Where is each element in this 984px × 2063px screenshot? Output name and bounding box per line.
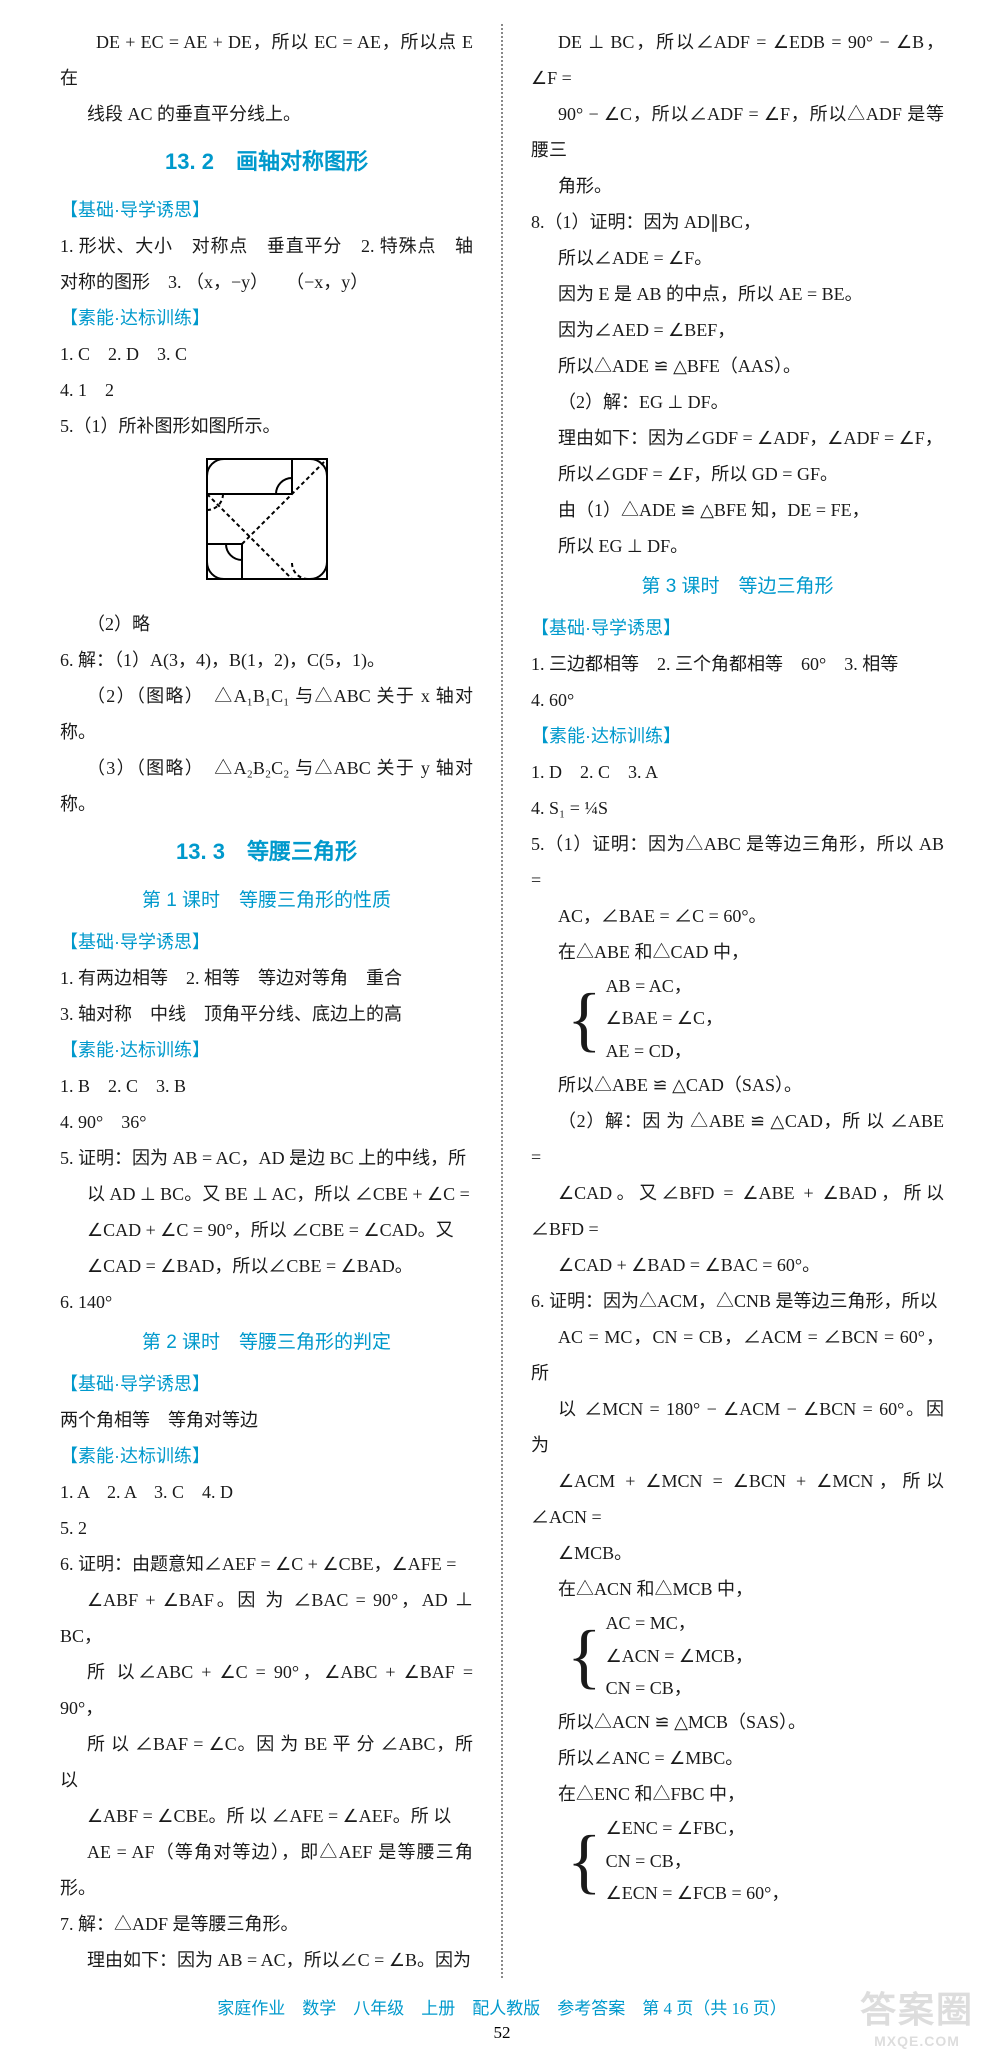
watermark-sub: MXQE.COM bbox=[860, 2033, 974, 2049]
tag-suneng: 【素能·达标训练】 bbox=[60, 1032, 473, 1068]
text: 所 以 ∠BAF = ∠C。因 为 BE 平 分 ∠ABC，所 以 bbox=[60, 1726, 473, 1798]
section-title-132: 13. 2 画轴对称图形 bbox=[60, 140, 473, 184]
text: 4. 90° 36° bbox=[60, 1104, 473, 1140]
text: 1. D 2. C 3. A bbox=[531, 754, 944, 790]
text: 5. 2 bbox=[60, 1510, 473, 1546]
text: ∠ABF + ∠BAF。因 为 ∠BAC = 90°，AD ⊥ BC， bbox=[60, 1582, 473, 1654]
text: ∠MCB。 bbox=[531, 1535, 944, 1571]
text: 因为 E 是 AB 的中点，所以 AE = BE。 bbox=[531, 276, 944, 312]
lesson-1-title: 第 1 课时 等腰三角形的性质 bbox=[60, 882, 473, 920]
text: 1. 形状、大小 对称点 垂直平分 2. 特殊点 轴对称的图形 3. （x，−y… bbox=[60, 228, 473, 300]
text: 在△ACN 和△MCB 中， bbox=[531, 1571, 944, 1607]
text: 所以△ADE ≌ △BFE（AAS）。 bbox=[531, 348, 944, 384]
tag-jichu: 【基础·导学诱思】 bbox=[60, 924, 473, 960]
tag-suneng: 【素能·达标训练】 bbox=[60, 1438, 473, 1474]
text: ∠ACM + ∠MCN = ∠BCN + ∠MCN，所以∠ACN = bbox=[531, 1463, 944, 1535]
text: 线段 AC 的垂直平分线上。 bbox=[60, 96, 473, 132]
text: AE = AF（等角对等边），即△AEF 是等腰三角形。 bbox=[60, 1834, 473, 1906]
text: 所以 EG ⊥ DF。 bbox=[531, 528, 944, 564]
tag-jichu: 【基础·导学诱思】 bbox=[531, 610, 944, 646]
figure-diagram bbox=[60, 454, 473, 596]
watermark-main: 答案圈 bbox=[860, 1989, 974, 2030]
text: AC = MC， bbox=[606, 1607, 753, 1639]
text: ∠BAE = ∠C， bbox=[606, 1002, 723, 1034]
tag-jichu: 【基础·导学诱思】 bbox=[60, 192, 473, 228]
left-column: DE + EC = AE + DE，所以 EC = AE，所以点 E 在 线段 … bbox=[60, 24, 473, 1978]
text: 6. 解：（1）A(3，4)，B(1，2)，C(5，1)。 bbox=[60, 642, 473, 678]
text: （2）解：因 为 △ABE ≌ △CAD，所 以 ∠ABE = bbox=[531, 1103, 944, 1175]
text: 3. 轴对称 中线 顶角平分线、底边上的高 bbox=[60, 996, 473, 1032]
text: AE = CD， bbox=[606, 1035, 723, 1067]
text: 5.（1）所补图形如图所示。 bbox=[60, 408, 473, 444]
text: 所以∠GDF = ∠F，所以 GD = GF。 bbox=[531, 456, 944, 492]
text: 4. 1 2 bbox=[60, 372, 473, 408]
text: AC，∠BAE = ∠C = 60°。 bbox=[531, 898, 944, 934]
text: 在△ENC 和△FBC 中， bbox=[531, 1776, 944, 1812]
text: 所以∠ANC = ∠MBC。 bbox=[531, 1740, 944, 1776]
text: AC = MC，CN = CB，∠ACM = ∠BCN = 60°，所 bbox=[531, 1319, 944, 1391]
text: 所以△ACN ≌ △MCB（SAS）。 bbox=[531, 1704, 944, 1740]
text: 1. B 2. C 3. B bbox=[60, 1068, 473, 1104]
tag-suneng: 【素能·达标训练】 bbox=[531, 718, 944, 754]
text: AB = AC， bbox=[606, 970, 723, 1002]
text: 因为∠AED = ∠BEF， bbox=[531, 312, 944, 348]
text: DE ⊥ BC，所以∠ADF = ∠EDB = 90° − ∠B，∠F = bbox=[531, 24, 944, 96]
text: 5.（1）证明：因为△ABC 是等边三角形，所以 AB = bbox=[531, 826, 944, 898]
text: ∠ENC = ∠FBC， bbox=[606, 1812, 790, 1844]
watermark: 答案圈 MXQE.COM bbox=[860, 1981, 974, 2049]
text: 90° − ∠C，所以∠ADF = ∠F，所以△ADF 是等腰三 bbox=[531, 96, 944, 168]
text: （2）略 bbox=[60, 606, 473, 642]
text: 以 ∠MCN = 180° − ∠ACM − ∠BCN = 60°。因 为 bbox=[531, 1391, 944, 1463]
brace-block: { AC = MC， ∠ACN = ∠MCB， CN = CB， bbox=[567, 1607, 944, 1704]
tag-jichu: 【基础·导学诱思】 bbox=[60, 1366, 473, 1402]
text: 6. 140° bbox=[60, 1284, 473, 1320]
right-column: DE ⊥ BC，所以∠ADF = ∠EDB = 90° − ∠B，∠F = 90… bbox=[531, 24, 944, 1978]
text: 所以△ABE ≌ △CAD（SAS）。 bbox=[531, 1067, 944, 1103]
text: ∠CAD + ∠C = 90°，所以 ∠CBE = ∠CAD。又 bbox=[60, 1212, 473, 1248]
text: ∠ACN = ∠MCB， bbox=[606, 1640, 753, 1672]
text: 两个角相等 等角对等边 bbox=[60, 1402, 473, 1438]
section-title-133: 13. 3 等腰三角形 bbox=[60, 830, 473, 874]
text: （2）解：EG ⊥ DF。 bbox=[531, 384, 944, 420]
text: 4. 60° bbox=[531, 682, 944, 718]
text: DE + EC = AE + DE，所以 EC = AE，所以点 E 在 bbox=[60, 24, 473, 96]
text: 6. 证明：因为△ACM，△CNB 是等边三角形，所以 bbox=[531, 1283, 944, 1319]
text: 在△ABE 和△CAD 中， bbox=[531, 934, 944, 970]
text: CN = CB， bbox=[606, 1845, 790, 1877]
text: ∠CAD + ∠BAD = ∠BAC = 60°。 bbox=[531, 1247, 944, 1283]
text: 以 AD ⊥ BC。又 BE ⊥ AC，所以 ∠CBE + ∠C = bbox=[60, 1176, 473, 1212]
text: 所 以∠ABC + ∠C = 90°，∠ABC + ∠BAF = 90°， bbox=[60, 1654, 473, 1726]
text: 7. 解：△ADF 是等腰三角形。 bbox=[60, 1906, 473, 1942]
footer: 家庭作业 数学 八年级 上册 配人教版 参考答案 第 4 页（共 16 页） 5… bbox=[60, 1994, 944, 2043]
text: 1. C 2. D 3. C bbox=[60, 336, 473, 372]
page-number: 52 bbox=[60, 2023, 944, 2043]
text: ∠ABF = ∠CBE。所 以 ∠AFE = ∠AEF。所 以 bbox=[60, 1798, 473, 1834]
text: 1. A 2. A 3. C 4. D bbox=[60, 1474, 473, 1510]
text: ∠CAD = ∠BAD，所以∠CBE = ∠BAD。 bbox=[60, 1248, 473, 1284]
footer-line1: 家庭作业 数学 八年级 上册 配人教版 参考答案 第 4 页（共 16 页） bbox=[60, 1994, 944, 2019]
text: 角形。 bbox=[531, 168, 944, 204]
text: ∠CAD。又∠BFD = ∠ABE + ∠BAD，所以∠BFD = bbox=[531, 1175, 944, 1247]
lesson-3-title: 第 3 课时 等边三角形 bbox=[531, 568, 944, 606]
text: 1. 三边都相等 2. 三个角都相等 60° 3. 相等 bbox=[531, 646, 944, 682]
brace-block: { ∠ENC = ∠FBC， CN = CB， ∠ECN = ∠FCB = 60… bbox=[567, 1812, 944, 1909]
text: 6. 证明：由题意知∠AEF = ∠C + ∠CBE，∠AFE = bbox=[60, 1546, 473, 1582]
text: 8.（1）证明：因为 AD∥BC， bbox=[531, 204, 944, 240]
text: 所以∠ADE = ∠F。 bbox=[531, 240, 944, 276]
tag-suneng: 【素能·达标训练】 bbox=[60, 300, 473, 336]
text: 4. S₁ = ¼S bbox=[531, 790, 944, 826]
text: CN = CB， bbox=[606, 1672, 753, 1704]
text: （2）（图略） △A₁B₁C₁ 与△ABC 关于 x 轴对称。 bbox=[60, 678, 473, 750]
text: 理由如下：因为 AB = AC，所以∠C = ∠B。因为 bbox=[60, 1942, 473, 1978]
lesson-2-title: 第 2 课时 等腰三角形的判定 bbox=[60, 1324, 473, 1362]
text: 5. 证明：因为 AB = AC，AD 是边 BC 上的中线，所 bbox=[60, 1140, 473, 1176]
text: （3）（图略） △A₂B₂C₂ 与△ABC 关于 y 轴对称。 bbox=[60, 750, 473, 822]
text: ∠ECN = ∠FCB = 60°， bbox=[606, 1877, 790, 1909]
brace-block: { AB = AC， ∠BAE = ∠C， AE = CD， bbox=[567, 970, 944, 1067]
text: 1. 有两边相等 2. 相等 等边对等角 重合 bbox=[60, 960, 473, 996]
text: 由（1）△ADE ≌ △BFE 知，DE = FE， bbox=[531, 492, 944, 528]
text: 理由如下：因为∠GDF = ∠ADF，∠ADF = ∠F， bbox=[531, 420, 944, 456]
column-divider bbox=[501, 24, 503, 1978]
